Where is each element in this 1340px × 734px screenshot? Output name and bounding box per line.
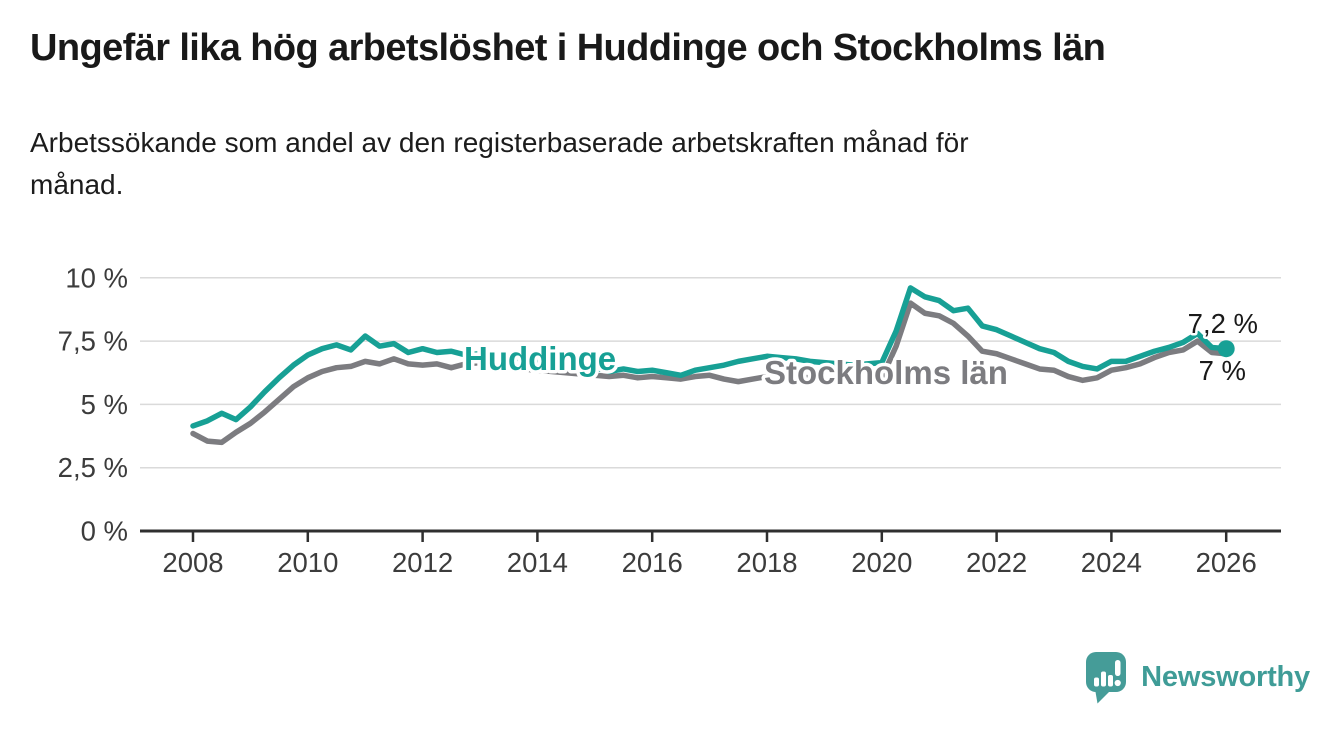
stockholms-lan-series-label: Stockholms län [764, 354, 1008, 391]
subtitle-line-2: månad. [30, 169, 124, 200]
huddinge-series-label: Huddinge [464, 340, 616, 377]
newsworthy-brand-text: Newsworthy [1141, 660, 1310, 693]
huddinge-line [190, 285, 1229, 429]
stockholms-lan-end-value-label: 7 % [1199, 355, 1246, 386]
page-title: Ungefär lika hög arbetslöshet i Huddinge… [30, 27, 1106, 69]
x-tick-label: 2026 [1196, 547, 1257, 578]
x-tick-label: 2020 [851, 547, 912, 578]
huddinge-end-dot [1217, 340, 1235, 358]
x-tick-label: 2018 [736, 547, 797, 578]
newsworthy-brand: Newsworthy [1084, 650, 1310, 704]
x-tick-label: 2014 [507, 547, 568, 578]
y-tick-label: 2,5 % [58, 452, 128, 483]
x-tick-label: 2024 [1081, 547, 1142, 578]
x-tick-label: 2012 [392, 547, 453, 578]
subtitle-line-1: Arbetssökande som andel av den registerb… [30, 127, 969, 158]
x-tick-label: 2022 [966, 547, 1027, 578]
x-tick-label: 2008 [162, 547, 223, 578]
stockholms-lan-line [190, 300, 1229, 446]
chart-subtitle: Arbetssökande som andel av den registerb… [30, 122, 969, 206]
y-tick-label: 7,5 % [58, 326, 128, 357]
x-tick-label: 2016 [622, 547, 683, 578]
y-tick-label: 5 % [81, 389, 128, 420]
y-tick-label: 10 % [65, 262, 128, 293]
huddinge-end-value-label: 7,2 % [1188, 308, 1258, 339]
y-tick-label: 0 % [81, 516, 128, 547]
x-tick-label: 2010 [277, 547, 338, 578]
newsworthy-logo-icon [1086, 652, 1127, 704]
